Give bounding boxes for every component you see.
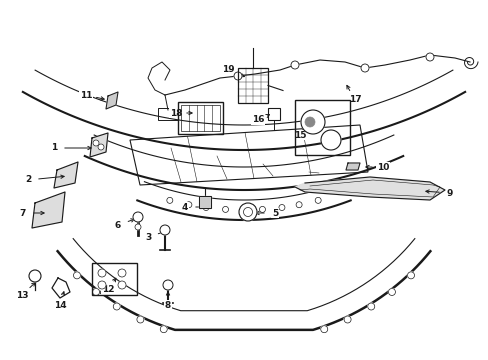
Text: 17: 17 [348, 95, 361, 104]
Bar [92, 263, 137, 295]
Polygon shape [54, 162, 78, 188]
Circle shape [93, 140, 99, 146]
Bar [199, 196, 210, 208]
Circle shape [320, 326, 327, 333]
Circle shape [290, 61, 298, 69]
Circle shape [320, 130, 340, 150]
Bar [238, 68, 267, 103]
Circle shape [98, 144, 104, 150]
Circle shape [305, 117, 314, 127]
Text: 1: 1 [51, 144, 57, 153]
Polygon shape [32, 192, 65, 228]
Circle shape [278, 204, 285, 211]
Text: 4: 4 [182, 202, 188, 211]
Circle shape [135, 224, 141, 230]
Circle shape [367, 303, 374, 310]
Circle shape [203, 204, 209, 211]
Circle shape [344, 316, 350, 323]
Text: 3: 3 [144, 233, 151, 242]
Bar [294, 100, 349, 155]
Polygon shape [346, 163, 359, 170]
Text: 2: 2 [25, 175, 31, 184]
Text: 10: 10 [376, 162, 388, 171]
Text: 12: 12 [102, 285, 114, 294]
Circle shape [259, 206, 265, 212]
Text: 16: 16 [251, 116, 264, 125]
Circle shape [163, 280, 173, 290]
Circle shape [137, 316, 143, 323]
Circle shape [160, 225, 170, 235]
Bar [199, 196, 210, 208]
Circle shape [118, 269, 126, 277]
Circle shape [301, 110, 325, 134]
Text: 18: 18 [169, 108, 182, 117]
Bar [181, 105, 220, 131]
Text: 15: 15 [293, 130, 305, 139]
Circle shape [425, 53, 433, 61]
Circle shape [118, 281, 126, 289]
Bar [267, 108, 280, 120]
Circle shape [160, 326, 167, 333]
Text: 5: 5 [271, 208, 278, 217]
Text: 19: 19 [221, 66, 234, 75]
Circle shape [73, 272, 81, 279]
Text: 14: 14 [54, 301, 66, 310]
Circle shape [222, 206, 228, 212]
Circle shape [98, 281, 106, 289]
Circle shape [407, 272, 414, 279]
Bar [158, 108, 178, 120]
Circle shape [387, 288, 395, 296]
Circle shape [296, 202, 302, 208]
Polygon shape [294, 177, 444, 200]
Circle shape [234, 72, 242, 80]
Circle shape [133, 212, 142, 222]
Circle shape [166, 197, 172, 203]
Polygon shape [106, 92, 118, 109]
Text: 6: 6 [115, 220, 121, 230]
Circle shape [315, 197, 321, 203]
Circle shape [360, 64, 368, 72]
Text: 9: 9 [446, 189, 452, 198]
Text: 11: 11 [80, 90, 92, 99]
Text: 13: 13 [16, 291, 28, 300]
Circle shape [185, 202, 191, 208]
Bar [178, 102, 223, 134]
Circle shape [98, 269, 106, 277]
Circle shape [239, 203, 257, 221]
Circle shape [113, 303, 120, 310]
Circle shape [29, 270, 41, 282]
Text: 7: 7 [20, 208, 26, 217]
Polygon shape [90, 133, 108, 157]
Circle shape [240, 207, 245, 213]
Circle shape [92, 288, 100, 296]
Text: 8: 8 [164, 301, 171, 310]
